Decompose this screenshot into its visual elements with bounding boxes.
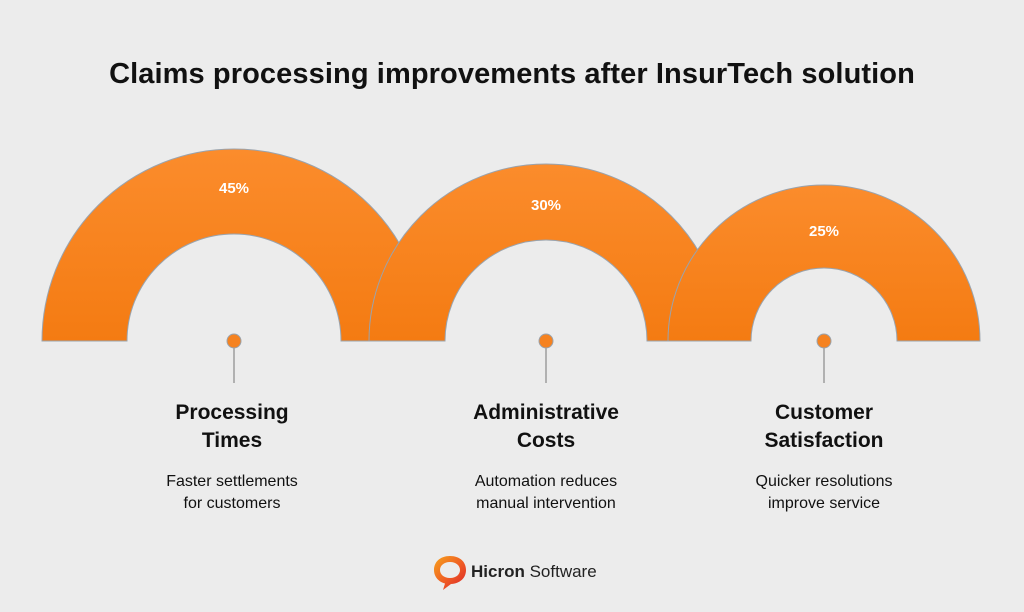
value-label-customer-satisfaction: 25%	[809, 223, 839, 240]
value-label-processing-times: 45%	[219, 180, 249, 197]
card-heading: Customer Satisfaction	[699, 399, 949, 455]
card-description-line1: Quicker resolutions	[755, 473, 893, 490]
card-description-line1: Automation reduces	[474, 473, 618, 490]
card-administrative-costs: Administrative Costs Automation reduces …	[421, 399, 671, 515]
card-heading-line2: Satisfaction	[764, 429, 884, 452]
value-label-administrative-costs: 30%	[531, 197, 561, 214]
card-description-line2: for customers	[183, 495, 281, 512]
speech-bubble-logo-icon	[434, 556, 466, 590]
card-processing-times: Processing Times Faster settlements for …	[107, 399, 357, 515]
card-heading-line1: Customer	[774, 401, 874, 424]
card-description-line1: Faster settlements	[166, 473, 298, 490]
diagram-title: Claims processing improvements after Ins…	[109, 58, 915, 90]
brand-name-bold: Hicron	[471, 562, 525, 581]
card-description: Quicker resolutions improve service	[699, 471, 949, 515]
arch-processing-times	[41, 148, 427, 342]
brand-name: Hicron Software	[471, 562, 597, 582]
card-heading: Administrative Costs	[421, 399, 671, 455]
card-heading: Processing Times	[107, 399, 357, 455]
card-heading-line1: Processing	[175, 401, 289, 424]
card-description: Faster settlements for customers	[107, 471, 357, 515]
card-description: Automation reduces manual intervention	[421, 471, 671, 515]
card-description-line2: improve service	[767, 495, 881, 512]
card-heading-line2: Costs	[516, 429, 576, 452]
card-description-line2: manual intervention	[476, 495, 616, 512]
pin-customer-satisfaction	[816, 333, 832, 383]
pin-processing-times	[226, 333, 242, 383]
card-heading-line1: Administrative	[473, 401, 619, 424]
arch-customer-satisfaction	[667, 184, 981, 342]
card-customer-satisfaction: Customer Satisfaction Quicker resolution…	[699, 399, 949, 515]
brand-name-light: Software	[529, 562, 597, 581]
pin-administrative-costs	[538, 333, 554, 383]
card-heading-line2: Times	[201, 429, 263, 452]
